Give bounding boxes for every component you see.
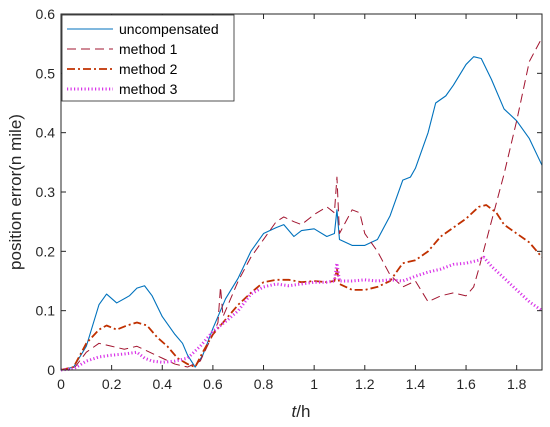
legend-items: uncompensated method 1 method 2 method 3: [67, 21, 219, 97]
x-axis-label: t/h: [292, 402, 311, 421]
legend-label-1: uncompensated: [119, 21, 219, 37]
legend-label-3: method 2: [119, 61, 178, 77]
y-tick-label: 0.5: [36, 65, 56, 81]
x-tick-label: 0.2: [102, 376, 122, 392]
x-tick-label: 0: [57, 376, 65, 392]
y-axis-label: position error(n mile): [6, 114, 25, 270]
series-line-2: [60, 37, 543, 371]
legend: uncompensated method 1 method 2 method 3: [61, 14, 235, 102]
x-tick-label: 1.4: [406, 376, 426, 392]
y-tick-label: 0.3: [36, 184, 56, 200]
x-tick-label: 1: [310, 376, 318, 392]
legend-label-4: method 3: [119, 81, 178, 97]
x-tick-label: 0.6: [203, 376, 223, 392]
x-tick-label: 0.4: [153, 376, 173, 392]
series-layer: [60, 37, 543, 372]
legend-label-2: method 1: [119, 41, 178, 57]
y-tick-label: 0.1: [36, 303, 56, 319]
y-tick-label: 0.4: [36, 125, 56, 141]
x-tick-label: 1.6: [456, 376, 476, 392]
y-tick-label: 0.2: [36, 243, 56, 259]
series-line-3: [60, 204, 543, 371]
x-axis-label-italic: t: [292, 402, 298, 421]
y-axis-ticks: 0 0.1 0.2 0.3 0.4 0.5 0.6: [36, 6, 542, 378]
x-tick-label: 1.2: [355, 376, 375, 392]
series-line-1: [60, 56, 543, 371]
series-line-4: [60, 255, 543, 372]
x-axis-ticks: 0 0.2 0.4 0.6 0.8 1 1.2 1.4 1.6 1.8: [57, 14, 527, 392]
x-axis-label-rest: /h: [296, 402, 310, 421]
y-tick-label: 0.6: [36, 6, 56, 22]
x-tick-label: 0.8: [254, 376, 274, 392]
y-tick-label: 0: [47, 362, 55, 378]
x-tick-label: 1.8: [507, 376, 527, 392]
